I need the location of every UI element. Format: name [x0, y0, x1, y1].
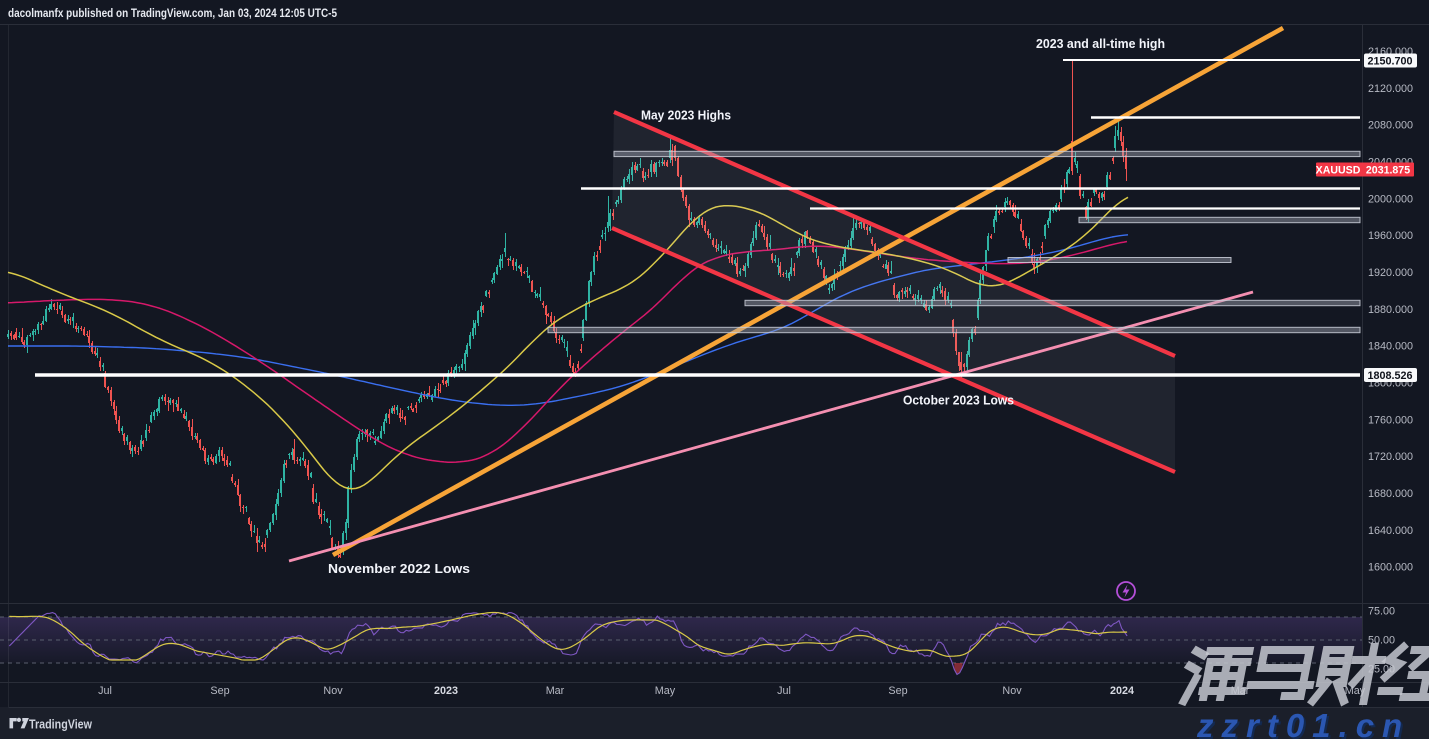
svg-text:1760.000: 1760.000	[1368, 414, 1413, 426]
svg-text:75.00: 75.00	[1368, 606, 1395, 618]
svg-text:Sep: Sep	[210, 685, 229, 697]
svg-text:TradingView: TradingView	[29, 717, 93, 732]
svg-text:Sep: Sep	[888, 685, 907, 697]
svg-text:1720.000: 1720.000	[1368, 451, 1413, 463]
svg-text:2031.875: 2031.875	[1366, 164, 1410, 176]
svg-text:1920.000: 1920.000	[1368, 267, 1413, 279]
svg-text:May: May	[1345, 685, 1366, 697]
svg-text:2023: 2023	[434, 685, 458, 697]
svg-text:2080.000: 2080.000	[1368, 120, 1413, 132]
svg-text:May: May	[655, 685, 676, 697]
svg-text:1600.000: 1600.000	[1368, 562, 1413, 574]
svg-text:1680.000: 1680.000	[1368, 488, 1413, 500]
svg-text:dacolmanfx published on Tradin: dacolmanfx published on TradingView.com,…	[8, 6, 337, 20]
svg-text:2150.700: 2150.700	[1367, 55, 1412, 67]
svg-text:May 2023 Highs: May 2023 Highs	[641, 109, 731, 123]
svg-text:Jul: Jul	[777, 685, 791, 697]
svg-text:2023 and all-time high: 2023 and all-time high	[1036, 37, 1165, 51]
svg-text:Nov: Nov	[1002, 685, 1022, 697]
svg-text:October 2023 Lows: October 2023 Lows	[903, 394, 1014, 408]
svg-text:1960.000: 1960.000	[1368, 230, 1413, 242]
svg-text:1808.526: 1808.526	[1367, 370, 1412, 382]
svg-text:2024: 2024	[1110, 685, 1134, 697]
svg-text:1640.000: 1640.000	[1368, 525, 1413, 537]
svg-text:Jul: Jul	[98, 685, 112, 697]
svg-text:1840.000: 1840.000	[1368, 341, 1413, 353]
svg-text:zzrt01.cn: zzrt01.cn	[1198, 709, 1412, 739]
svg-text:1880.000: 1880.000	[1368, 304, 1413, 316]
svg-text:November 2022 Lows: November 2022 Lows	[328, 562, 470, 576]
svg-text:2000.000: 2000.000	[1368, 193, 1413, 205]
svg-text:2120.000: 2120.000	[1368, 83, 1413, 95]
svg-text:Nov: Nov	[323, 685, 343, 697]
svg-text:zzrt01.cn: zzrt01.cn	[1196, 707, 1410, 739]
svg-text:XAUUSD: XAUUSD	[1316, 164, 1361, 176]
svg-text:Mar: Mar	[546, 685, 565, 697]
